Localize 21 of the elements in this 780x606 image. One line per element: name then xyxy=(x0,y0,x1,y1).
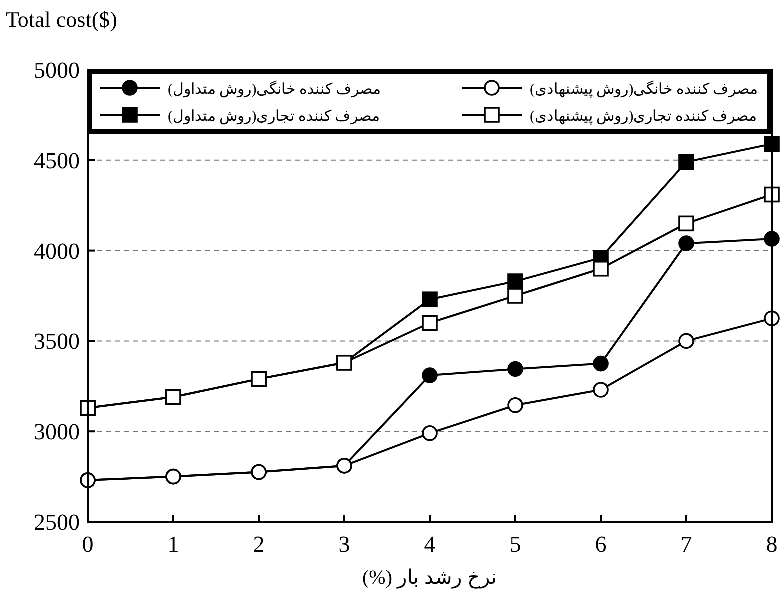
x-tick-label: 6 xyxy=(595,532,607,557)
x-tick-label: 7 xyxy=(680,532,692,557)
y-tick-label: 3500 xyxy=(34,329,80,354)
x-tick-label: 2 xyxy=(253,532,265,557)
y-tick-label: 4500 xyxy=(34,148,80,174)
x-tick-label: 0 xyxy=(82,532,94,557)
x-tick-label: 1 xyxy=(168,532,180,557)
legend-label: مصرف کننده تجاری(روش متداول) xyxy=(168,109,380,125)
legend-label: مصرف کننده تجاری(روش پیشنهادی) xyxy=(530,109,758,125)
x-tick-label: 5 xyxy=(510,532,522,557)
y-tick-label: 5000 xyxy=(34,58,80,83)
y-tick-label: 3000 xyxy=(34,420,80,445)
y-tick-label: 4000 xyxy=(34,238,80,264)
x-tick-label: 3 xyxy=(338,532,350,557)
y-axis-title: Total cost($) xyxy=(6,7,118,32)
x-tick-label: 4 xyxy=(424,532,436,557)
x-axis-title: نرخ رشد بار (%) xyxy=(362,567,498,589)
x-tick-label: 8 xyxy=(766,532,778,557)
legend-label: مصرف کننده خانگی(روش متداول) xyxy=(168,80,382,98)
legend-label: مصرف کننده خانگی(روش پیشنهادی) xyxy=(530,80,758,98)
y-tick-label: 2500 xyxy=(34,510,80,535)
